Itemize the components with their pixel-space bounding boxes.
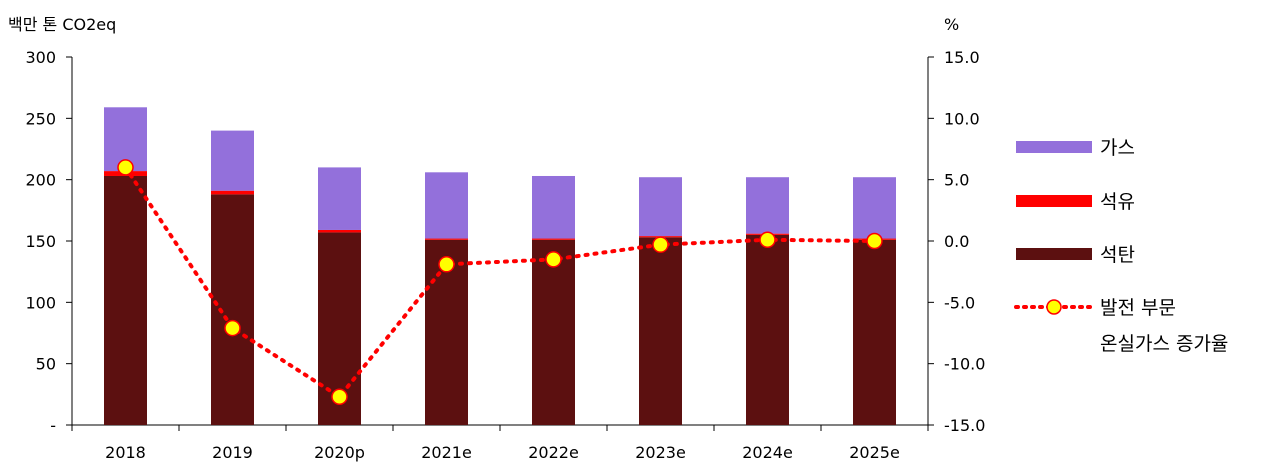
bar-gas bbox=[639, 177, 682, 237]
right-tick-label: -10.0 bbox=[944, 355, 985, 374]
bar-oil bbox=[532, 238, 575, 240]
right-tick-label: 5.0 bbox=[944, 171, 969, 190]
bar-coal bbox=[532, 239, 575, 425]
left-tick-label: 250 bbox=[25, 109, 56, 128]
x-tick-label: 2020p bbox=[314, 443, 365, 462]
bar-oil bbox=[425, 238, 468, 240]
left-axis-label: 백만 톤 CO2eq bbox=[8, 15, 116, 34]
left-tick-label: 100 bbox=[25, 293, 56, 312]
x-tick-label: 2023e bbox=[635, 443, 686, 462]
left-tick-label: - bbox=[50, 416, 56, 435]
bar-coal bbox=[211, 194, 254, 425]
left-tick-label: 300 bbox=[25, 48, 56, 67]
bar-coal bbox=[853, 239, 896, 425]
left-tick-label: 50 bbox=[36, 355, 56, 374]
legend-swatch-oil bbox=[1016, 195, 1092, 207]
x-tick-label: 2022e bbox=[528, 443, 579, 462]
bar-coal bbox=[746, 234, 789, 425]
bar-oil bbox=[318, 229, 361, 233]
growth-rate-point bbox=[545, 251, 562, 268]
x-tick-label: 2018 bbox=[105, 443, 146, 462]
bar-gas bbox=[853, 177, 896, 239]
bar-gas bbox=[425, 172, 468, 239]
left-tick-label: 150 bbox=[25, 232, 56, 251]
legend: 가스 석유 석탄 발전 부문 온실가스 증가율 bbox=[1014, 137, 1228, 355]
bar-gas bbox=[211, 130, 254, 191]
bar-gas bbox=[318, 167, 361, 230]
growth-rate-point bbox=[866, 232, 883, 250]
x-tick-label: 2019 bbox=[212, 443, 253, 462]
x-tick-label: 2021e bbox=[421, 443, 472, 462]
growth-rate-point bbox=[759, 231, 776, 249]
axes: 백만 톤 CO2eq % - 50 100 150 200 250 300 -15.0 -10.… bbox=[8, 15, 985, 435]
x-axis-labels: 2018 2019 2020p 2021e 2022e 2023e 2024e 2025e bbox=[105, 443, 900, 462]
bar-gas bbox=[532, 175, 575, 239]
growth-rate-point bbox=[224, 319, 241, 337]
right-tick-label: -15.0 bbox=[944, 416, 985, 435]
right-tick-label: 15.0 bbox=[944, 48, 980, 67]
growth-rate-point bbox=[331, 388, 348, 406]
legend-label-oil: 석유 bbox=[1100, 191, 1135, 213]
legend-swatch-coal bbox=[1016, 248, 1092, 260]
legend-swatch-gas bbox=[1016, 141, 1092, 153]
bar-gas bbox=[746, 177, 789, 234]
bar-oil bbox=[211, 190, 254, 195]
right-tick-label: -5.0 bbox=[944, 293, 975, 312]
growth-rate-point bbox=[438, 256, 455, 273]
bar-coal bbox=[639, 237, 682, 425]
growth-rate-point bbox=[652, 236, 669, 253]
legend-label-gas: 가스 bbox=[1100, 137, 1135, 159]
right-tick-label: 10.0 bbox=[944, 109, 980, 128]
growth-rate-point bbox=[117, 159, 134, 176]
bars bbox=[104, 107, 896, 425]
right-tick-label: 0.0 bbox=[944, 232, 969, 251]
legend-label-coal: 석탄 bbox=[1100, 244, 1135, 266]
growth-rate-line bbox=[117, 159, 883, 406]
left-tick-label: 200 bbox=[25, 171, 56, 190]
legend-label-rate-line2: 온실가스 증가율 bbox=[1100, 333, 1228, 355]
x-tick-label: 2024e bbox=[742, 443, 793, 462]
x-tick-label: 2025e bbox=[849, 443, 900, 462]
legend-label-rate-line1: 발전 부문 bbox=[1100, 297, 1176, 319]
growth-rate-line-path bbox=[123, 165, 877, 400]
legend-swatch-rate-marker bbox=[1046, 299, 1062, 315]
right-axis-label: % bbox=[944, 15, 959, 34]
bar-coal bbox=[104, 175, 147, 425]
